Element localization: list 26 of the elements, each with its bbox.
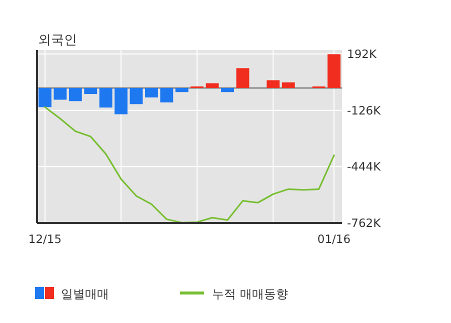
bar <box>38 88 52 108</box>
y-tick-label: -444K <box>347 160 382 174</box>
bar <box>206 83 219 88</box>
bar <box>99 88 112 108</box>
y-tick-label: 192K <box>347 47 377 61</box>
bar <box>145 88 158 98</box>
x-tick-label: 12/15 <box>28 232 62 246</box>
x-tick-label: 01/16 <box>317 232 351 246</box>
bar <box>160 88 174 102</box>
bar <box>282 82 295 88</box>
y-tick-label: -126K <box>347 103 382 118</box>
legend-label: 일별매매 <box>61 287 109 301</box>
bar <box>84 88 98 94</box>
bar <box>130 88 143 104</box>
bar <box>114 88 128 114</box>
legend-label: 누적 매매동향 <box>212 287 288 301</box>
bar <box>236 68 250 88</box>
bar <box>175 88 188 92</box>
y-tick-label: -762K <box>347 216 382 230</box>
bar <box>221 88 234 92</box>
bar <box>68 88 82 102</box>
line-series <box>44 106 335 224</box>
bar <box>328 54 340 88</box>
bar <box>54 88 67 100</box>
chart-title: 외국인 <box>38 33 77 48</box>
bar <box>266 80 280 88</box>
